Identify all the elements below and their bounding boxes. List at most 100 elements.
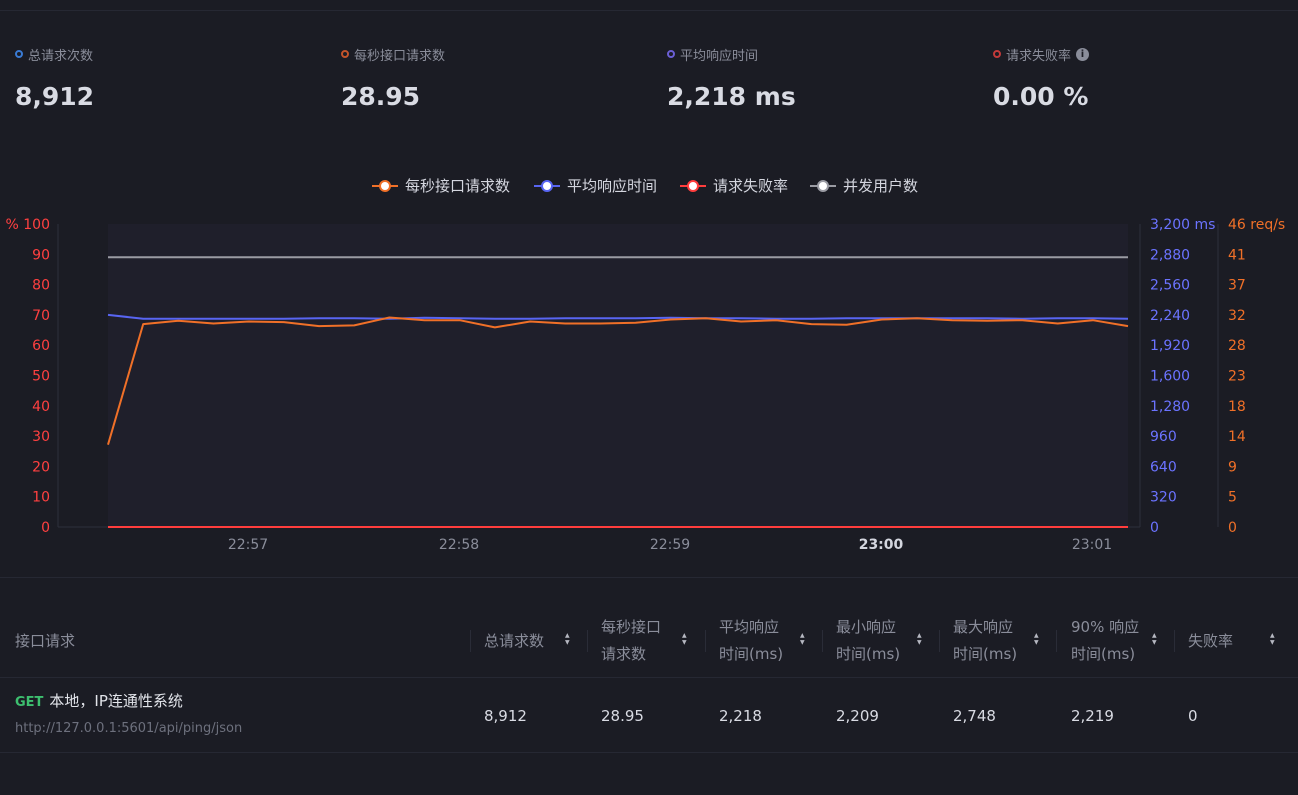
table-cell: 2,748: [953, 707, 996, 725]
right-rps-tick-label: 18: [1228, 399, 1246, 415]
table-cell: 2,218: [719, 707, 762, 725]
series-line: [107, 316, 1129, 445]
api-name[interactable]: GET 本地，IP连通性系统: [15, 690, 183, 711]
column-header: 接口请求: [15, 628, 75, 655]
column-header-label: 失败率: [1188, 632, 1234, 650]
stat-value: 2,218 ms: [667, 82, 796, 111]
right-rps-tick-label: 5: [1228, 490, 1237, 506]
x-tick-label: 22:58: [439, 537, 479, 553]
left-tick-label: 90: [32, 247, 50, 263]
right-ms-tick-label: 320: [1150, 490, 1177, 506]
column-header[interactable]: 最小响应 时间(ms): [836, 614, 900, 668]
right-ms-tick-label: 1,600: [1150, 369, 1190, 385]
right-rps-tick-label: 41: [1228, 247, 1246, 263]
column-header[interactable]: 每秒接口 请求数: [601, 614, 661, 668]
table-header-divider: [0, 677, 1298, 678]
legend-marker-icon: [687, 180, 699, 192]
x-tick-label: 23:00: [859, 537, 904, 553]
left-tick-label: 60: [32, 338, 50, 354]
stat-rps: 每秒接口请求数 28.95: [341, 44, 641, 111]
column-header-label: 最小响应: [836, 618, 897, 636]
column-header-label: 每秒接口: [601, 618, 662, 636]
table-cell: 28.95: [601, 707, 644, 725]
right-rps-tick-label: 37: [1228, 278, 1246, 294]
performance-line-chart: 每秒接口请求数 平均响应时间 请求失败率 并发用户数 % 100 3,200 ms 46 r…: [6, 177, 1286, 553]
left-tick-label: 40: [32, 399, 50, 415]
column-header-label: 时间(ms): [719, 645, 784, 663]
sort-icon[interactable]: ▲ ▼: [565, 632, 570, 646]
column-header[interactable]: 最大响应时间(ms): [953, 614, 1017, 668]
right-ms-tick-label: 1,280: [1150, 399, 1190, 415]
column-header-label: 90% 响应: [1071, 618, 1140, 636]
legend-label: 请求失败率: [713, 177, 788, 195]
stat-dot-icon: [667, 50, 675, 58]
sort-icon[interactable]: ▲ ▼: [1270, 632, 1275, 646]
left-tick-label: 70: [32, 308, 50, 324]
sort-icon[interactable]: ▲ ▼: [1034, 632, 1039, 646]
right-ms-tick-label: 1,920: [1150, 338, 1190, 354]
legend-label: 平均响应时间: [567, 177, 657, 195]
stat-label: 请求失败率: [1006, 48, 1072, 64]
top-divider: [0, 10, 1298, 11]
column-header-label: 总请求数: [484, 632, 545, 650]
stat-value: 28.95: [341, 82, 421, 111]
right-rps-tick-label: 14: [1228, 429, 1246, 445]
right-rps-tick-label: 46 req/s: [1228, 217, 1285, 233]
column-header-label: 平均响应: [719, 618, 780, 636]
column-header[interactable]: 平均响应时间(ms): [719, 614, 783, 668]
api-title: 本地，IP连通性系统: [49, 692, 183, 710]
plot-area: [108, 224, 1128, 527]
column-header-label: 时间(ms): [1071, 645, 1136, 663]
x-tick-label: 22:59: [650, 537, 690, 553]
left-tick-label: 20: [32, 459, 50, 475]
stat-label: 每秒接口请求数: [354, 48, 446, 64]
left-tick-label: % 100: [6, 217, 50, 233]
table-cell: 8,912: [484, 707, 527, 725]
right-ms-tick-label: 2,880: [1150, 247, 1190, 263]
sort-icon[interactable]: ▲ ▼: [917, 632, 922, 646]
column-header[interactable]: 总请求数: [484, 628, 544, 655]
sort-icon[interactable]: ▲ ▼: [800, 632, 805, 646]
series-line: [107, 313, 1129, 320]
api-url: http://127.0.0.1:5601/api/ping/json: [15, 721, 243, 736]
right-ms-tick-label: 3,200 ms: [1150, 217, 1215, 233]
table-row-divider: [0, 752, 1298, 753]
column-separator: [587, 630, 588, 652]
right-rps-tick-label: 23: [1228, 369, 1246, 385]
column-header-label: 接口请求: [15, 632, 76, 650]
legend-label: 每秒接口请求数: [405, 177, 510, 195]
right-ms-tick-label: 2,240: [1150, 308, 1190, 324]
info-icon[interactable]: i: [1076, 47, 1090, 61]
stat-label: 总请求次数: [28, 48, 94, 64]
legend-marker-icon: [541, 180, 553, 192]
right-rps-tick-label: 28: [1228, 338, 1246, 354]
stat-value: 0.00 %: [993, 82, 1089, 111]
stat-dot-icon: [993, 50, 1001, 58]
stat-value: 8,912: [15, 82, 95, 111]
sort-icon[interactable]: ▲ ▼: [682, 632, 687, 646]
column-header[interactable]: 失败率: [1188, 628, 1233, 655]
column-separator: [822, 630, 823, 652]
column-separator: [939, 630, 940, 652]
column-separator: [705, 630, 706, 652]
http-method-badge: GET: [15, 695, 44, 710]
right-ms-tick-label: 640: [1150, 459, 1177, 475]
sort-icon[interactable]: ▲ ▼: [1152, 632, 1157, 646]
left-tick-label: 10: [32, 490, 50, 506]
table-cell: 0: [1188, 707, 1198, 725]
legend-marker-icon: [817, 180, 829, 192]
x-tick-label: 23:01: [1072, 537, 1112, 553]
table-cell: 2,209: [836, 707, 879, 725]
stat-total-requests: 总请求次数 8,912: [15, 44, 315, 111]
left-tick-label: 0: [41, 520, 50, 536]
column-header-label: 请求数: [601, 645, 647, 663]
right-ms-tick-label: 2,560: [1150, 278, 1190, 294]
section-divider: [0, 577, 1298, 578]
column-header-label: 时间(ms): [953, 645, 1018, 663]
column-separator: [470, 630, 471, 652]
left-tick-label: 50: [32, 369, 50, 385]
stat-label: 平均响应时间: [680, 48, 759, 64]
column-header[interactable]: 90% 响应 时间(ms): [1071, 614, 1139, 668]
right-rps-tick-label: 32: [1228, 308, 1246, 324]
column-header-label: 最大响应: [953, 618, 1014, 636]
